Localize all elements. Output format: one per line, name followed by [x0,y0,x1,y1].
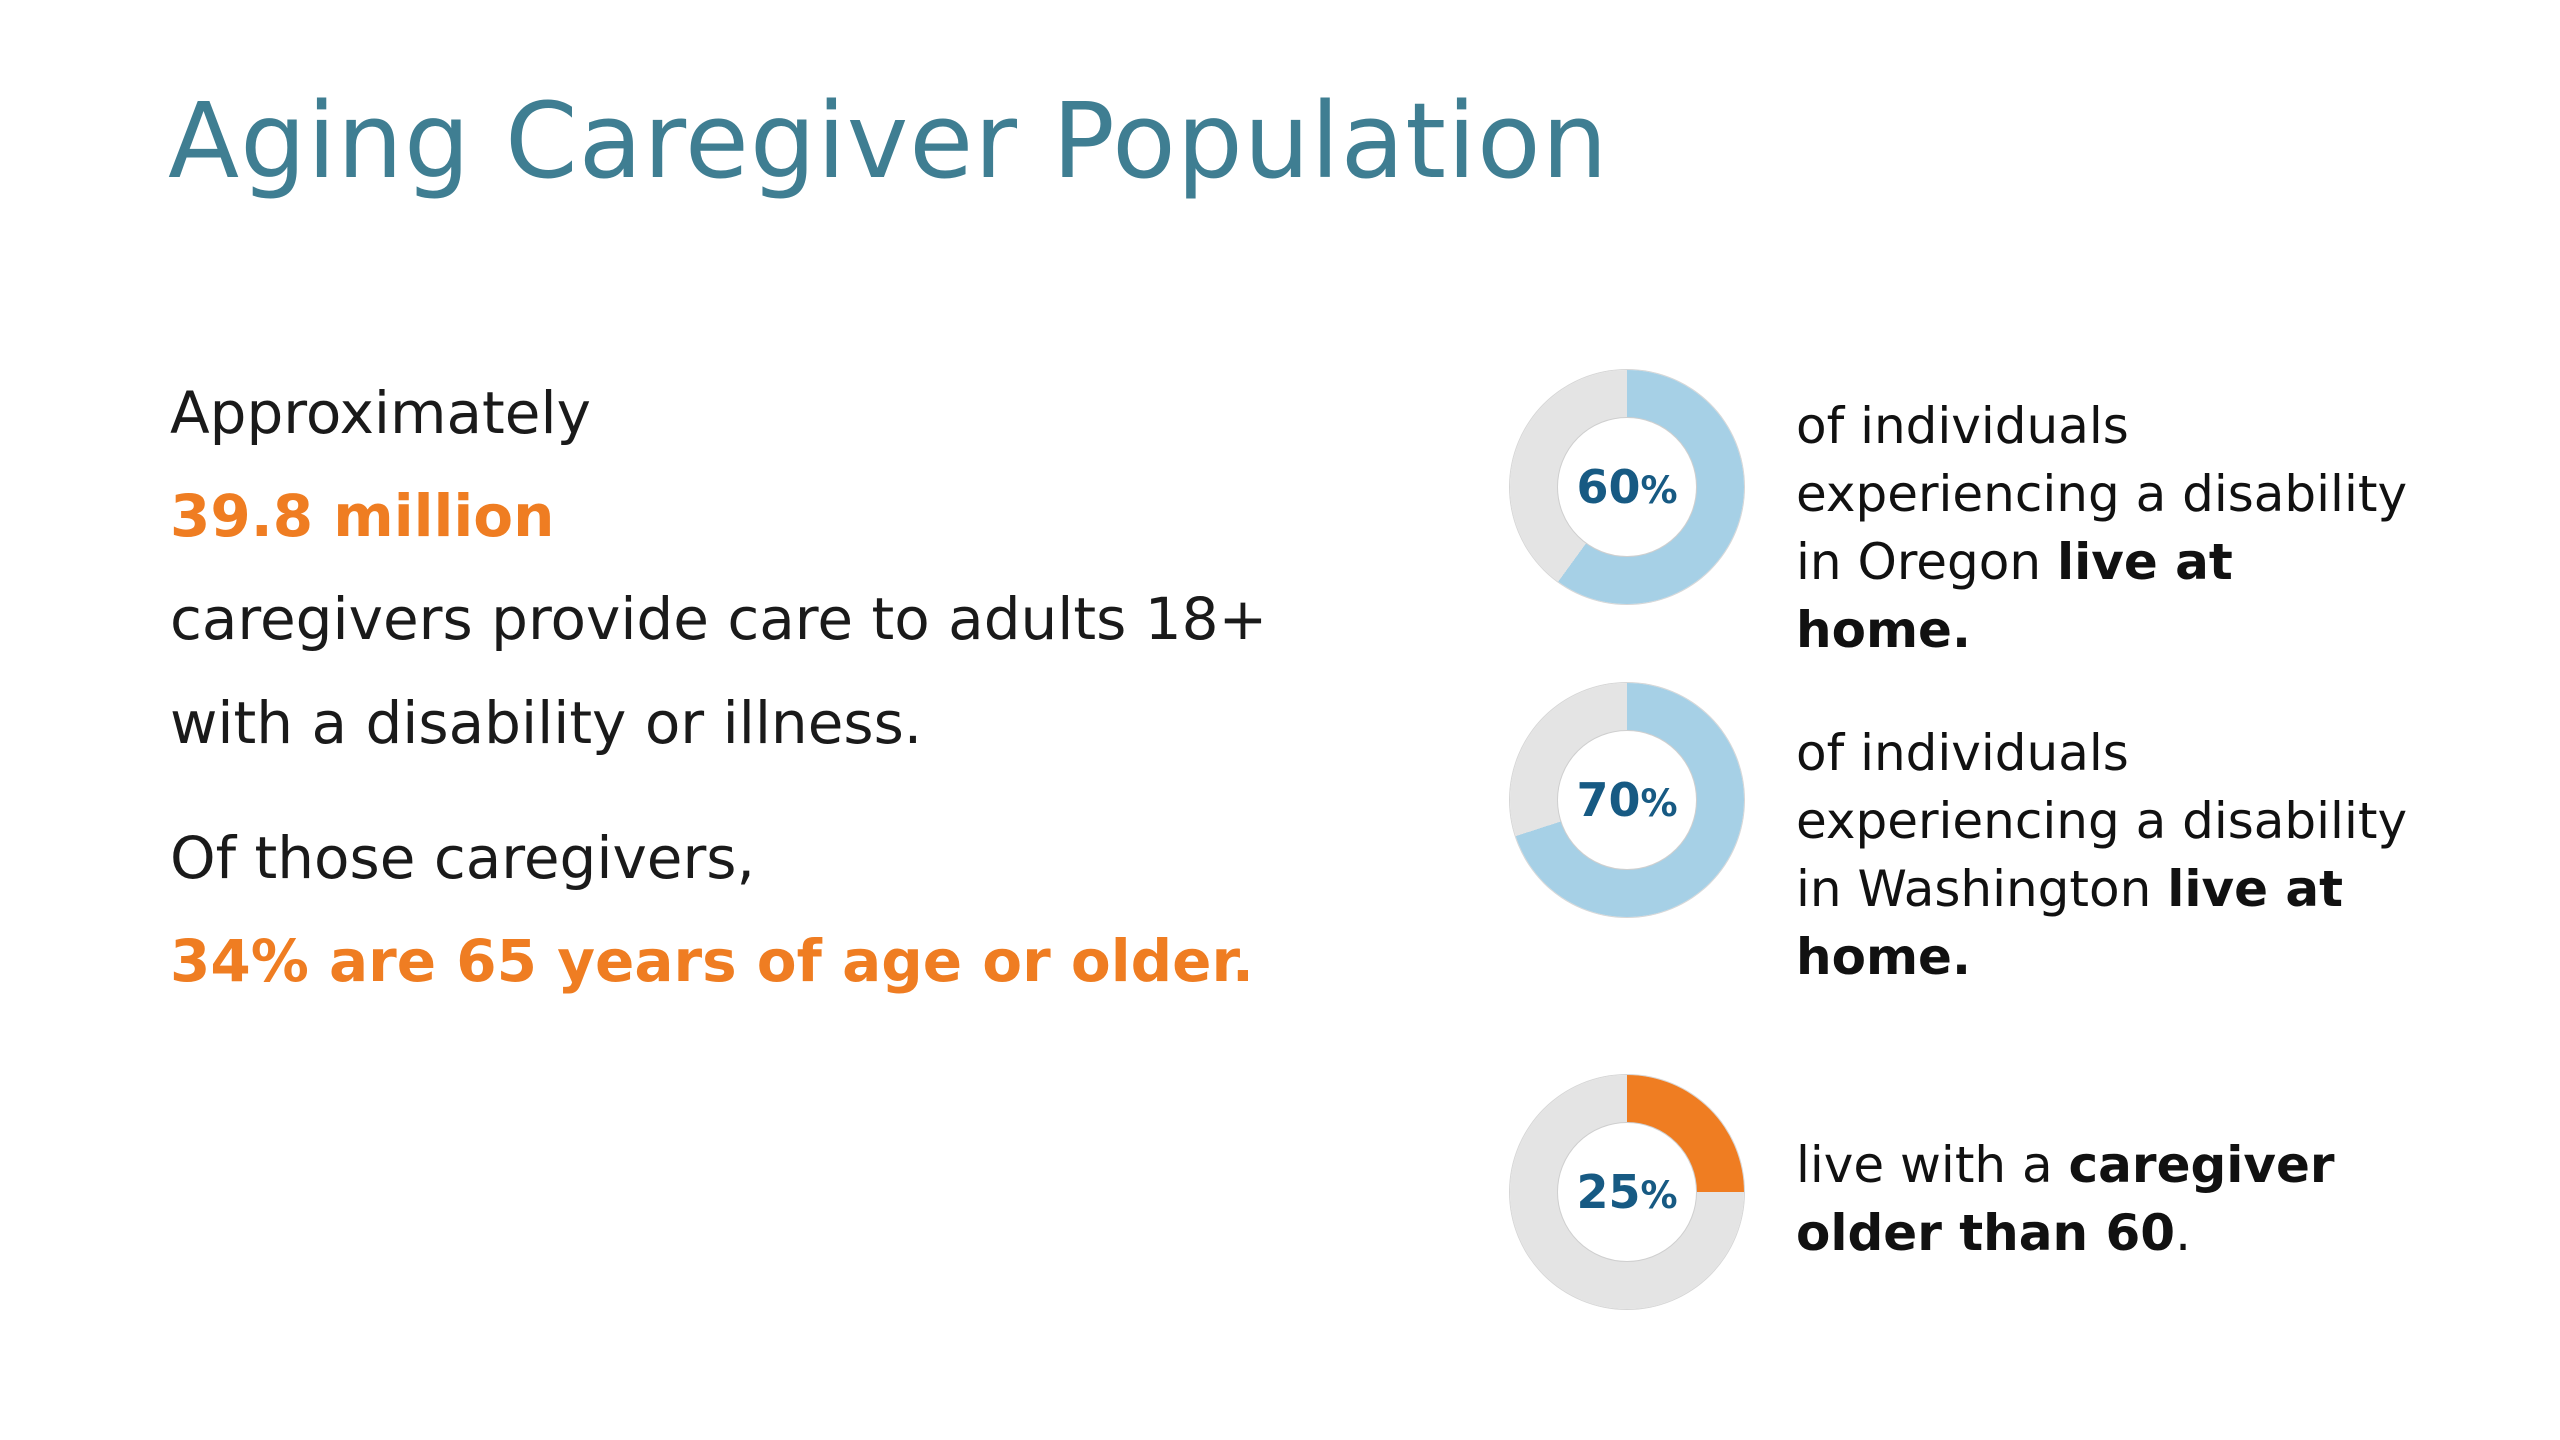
intro-big-number: 39.8 million [170,482,555,551]
donut-percent-value: 70 [1576,773,1641,827]
donut-chart-caregiver-25: 25% [1510,1075,1744,1309]
intro-text-block: Approximately 39.8 million caregivers pr… [170,362,1345,1013]
stat-text-normal: . [2175,1204,2191,1262]
stat-text-bold: caregiver older than 60 [1796,1136,2335,1262]
stat-text-washington: of individuals experiencing a disability… [1796,719,2408,991]
donut-percent-label: 70% [1576,773,1677,827]
intro-sentence: caregivers provide care to adults 18+ wi… [170,585,1268,757]
stat-text-oregon: of individuals experiencing a disability… [1796,392,2408,664]
page-title: Aging Caregiver Population [168,80,1609,202]
intro-approximately: Approximately [170,379,591,447]
stat-text-caregiver: live with a caregiver older than 60. [1796,1131,2408,1267]
percent-sign: % [1640,782,1678,825]
donut-hole: 70% [1557,730,1697,870]
intro-age-stat: 34% are 65 years of age or older. [170,927,1254,996]
stat-row-oregon: 60% of individuals experiencing a disabi… [1510,370,2408,664]
stat-text-bold: live at home. [1796,533,2233,659]
donut-percent-label: 60% [1576,460,1677,514]
stat-text-bold: live at home. [1796,860,2344,986]
donut-chart-washington-70: 70% [1510,683,1744,917]
percent-sign: % [1640,1174,1678,1217]
percent-sign: % [1640,469,1678,512]
donut-hole: 60% [1557,417,1697,557]
donut-hole: 25% [1557,1122,1697,1262]
donut-percent-value: 25 [1576,1165,1641,1219]
donut-chart-oregon-60: 60% [1510,370,1744,604]
stat-row-washington: 70% of individuals experiencing a disabi… [1510,683,2408,991]
donut-percent-label: 25% [1576,1165,1677,1219]
stat-text-normal: of individuals experiencing a disability… [1796,397,2408,591]
donut-percent-value: 60 [1576,460,1641,514]
stat-text-normal: live with a [1796,1136,2069,1194]
stat-row-caregiver-older-60: 25% live with a caregiver older than 60. [1510,1075,2408,1309]
stat-text-normal: of individuals experiencing a disability… [1796,724,2408,918]
intro-of-those: Of those caregivers, [170,823,755,892]
